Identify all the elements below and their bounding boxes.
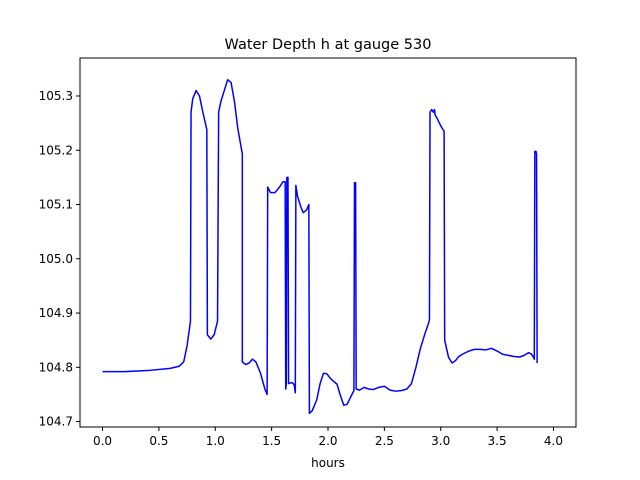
x-tick-label: 0.5 bbox=[149, 434, 168, 448]
y-tick-label: 104.8 bbox=[39, 360, 73, 374]
x-tick-label: 4.0 bbox=[544, 434, 563, 448]
y-tick-label: 105.2 bbox=[39, 143, 73, 157]
y-tick-label: 104.9 bbox=[39, 306, 73, 320]
y-tick-label: 105.1 bbox=[39, 198, 73, 212]
plot-area bbox=[102, 78, 538, 415]
x-tick-label: 2.0 bbox=[318, 434, 337, 448]
x-axis: 0.0 0.5 1.0 1.5 2.0 2.5 3.0 3.5 4.0 bbox=[93, 427, 563, 448]
x-tick-label: 3.5 bbox=[488, 434, 507, 448]
y-tick-label: 105.0 bbox=[39, 252, 73, 266]
x-tick-label: 0.0 bbox=[93, 434, 112, 448]
y-tick-label: 105.3 bbox=[39, 89, 73, 103]
y-axis: 104.7 104.8 104.9 105.0 105.1 105.2 105.3 bbox=[39, 89, 80, 429]
x-tick-label: 1.5 bbox=[262, 434, 281, 448]
x-tick-label: 2.5 bbox=[375, 434, 394, 448]
chart-title: Water Depth h at gauge 530 bbox=[225, 37, 432, 53]
x-axis-label: hours bbox=[311, 456, 345, 470]
y-tick-label: 104.7 bbox=[39, 415, 73, 429]
x-tick-label: 3.0 bbox=[431, 434, 450, 448]
x-tick-label: 1.0 bbox=[206, 434, 225, 448]
series-line-0 bbox=[102, 78, 538, 415]
